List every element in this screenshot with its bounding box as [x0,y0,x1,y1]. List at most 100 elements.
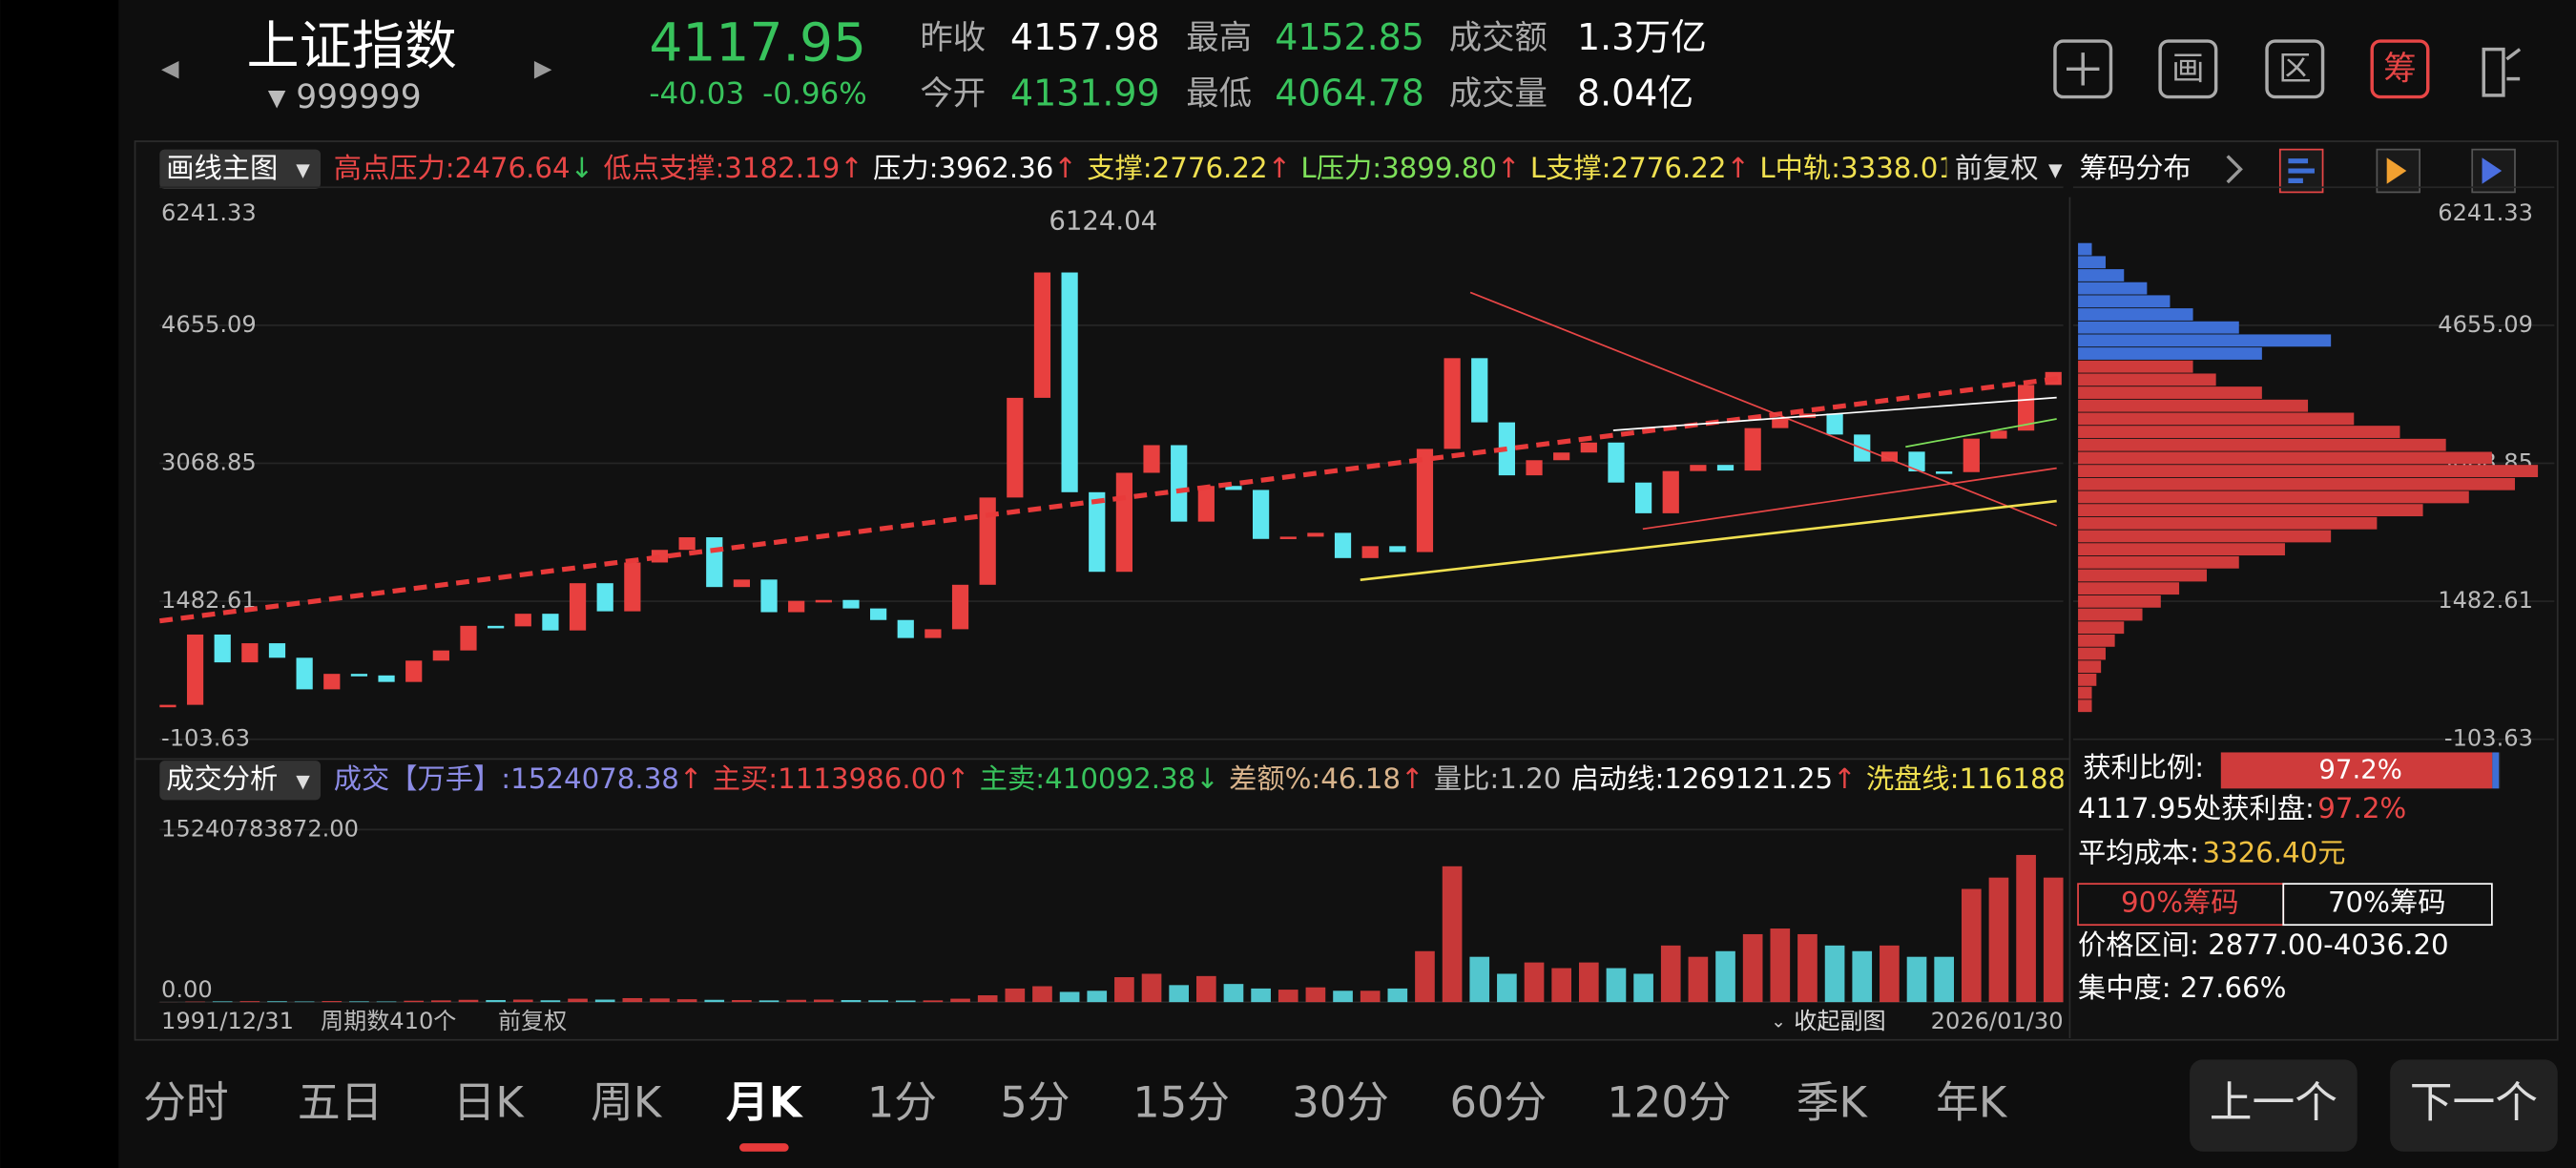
chip-panel-label[interactable]: 筹码分布 [2080,152,2192,184]
tab[interactable]: 日K [453,1077,526,1128]
candle [1744,428,1761,471]
tab[interactable]: 五日 [298,1077,384,1128]
tab[interactable]: 周K [591,1077,663,1128]
volume-bar [1551,968,1571,1003]
candle [1662,470,1679,513]
chip-90-label[interactable]: 90%筹码 [2121,886,2239,918]
candle [268,643,286,658]
next-arrow[interactable]: ▶ [534,54,552,81]
chip-bar [2078,634,2115,647]
volume-bar [1524,962,1545,1003]
icon-glyph[interactable]: 画 [2171,51,2204,89]
volume-bar [1360,991,1381,1003]
tab[interactable]: 季K [1797,1077,1869,1128]
candle [1171,445,1188,522]
volume-bar [458,999,479,1003]
volume-menu-label[interactable]: 成交分析 [166,762,278,795]
tab[interactable]: 5分 [1000,1077,1070,1128]
left-strip [0,0,119,1168]
stat-value: 8.04亿 [1577,72,1693,114]
volume-bar [1333,991,1353,1003]
chip-bar [2078,569,2208,582]
candle [678,537,696,551]
chip-bar [2078,321,2239,334]
volume-bar [376,1001,397,1003]
indicator-label: 洗盘线:1161886 [1866,762,2084,795]
change-pct: -0.96% [762,76,867,111]
peak-label: 6124.04 [1049,205,1157,236]
volume-bar [1824,945,1845,1003]
tab[interactable]: 30分 [1292,1077,1389,1128]
switch-icon[interactable] [2482,47,2522,97]
next-button[interactable] [2390,1059,2558,1152]
volume-menu-box[interactable] [159,761,322,801]
chip-bar [2078,347,2262,360]
candle [979,497,996,585]
candle [378,675,395,682]
prev-arrow[interactable]: ◀ [161,54,179,81]
change: -40.03 [649,76,744,111]
indicator-label: 支撑:2776.22 [1087,152,1267,184]
volume-bar [512,999,533,1003]
indicator-label: 差额%:46.18 [1229,762,1401,795]
price-range: 价格区间: 2877.00-4036.20 [2078,928,2449,961]
volume-bar [1934,956,1954,1003]
tab[interactable]: 分时 [143,1077,229,1128]
tab[interactable]: 60分 [1450,1077,1548,1128]
volume-bar [322,1001,343,1003]
volume-bar [267,1001,287,1003]
tab[interactable]: 1分 [867,1077,937,1128]
tab[interactable]: 15分 [1132,1077,1230,1128]
candle [1252,490,1270,539]
volume-bar [923,1000,944,1003]
chip-70-button[interactable] [2282,883,2493,927]
candle [159,704,177,708]
prev-button[interactable] [2190,1059,2358,1152]
candle [214,634,231,663]
prev-button-label[interactable]: 上一个 [2210,1077,2337,1128]
add-icon[interactable] [2053,39,2113,99]
volume-bar [540,1000,561,1003]
toolbar-icons [2053,39,2522,99]
chip-info-label: 4117.95处获利盘: [2078,792,2315,824]
chip-icon[interactable] [2370,39,2430,99]
candle [1990,430,2007,439]
volume-bar [594,999,615,1003]
menu-box[interactable] [159,149,322,189]
chip-bar [2078,686,2092,699]
y-tick-label: 6241.33 [161,199,257,226]
chip-info-value: 97.2% [2317,792,2406,824]
volume-bar [1852,950,1873,1003]
draw-icon[interactable] [2158,39,2218,99]
icon-glyph[interactable]: 区 [2278,51,2311,89]
chip-bar [2078,242,2092,256]
menu-label[interactable]: 画线主图 [166,152,278,184]
tab[interactable]: 月K [726,1077,804,1128]
adjust-caret: ▼ [2048,160,2063,181]
chip-bar [2078,477,2515,490]
stat-label: 最高 [1186,19,1252,57]
adjust-label[interactable]: 前复权 [1955,152,2039,184]
range-icon[interactable] [2265,39,2325,99]
chip-bar [2078,608,2143,621]
collapse-button[interactable]: 收起副图 [1794,1008,1885,1034]
chip-y-tick-label: 1482.61 [2438,587,2533,614]
candle [924,629,942,638]
chip-bar [2078,360,2193,373]
volume-bar [294,1001,315,1003]
stat-value: 4131.99 [1010,72,1160,114]
icon-glyph[interactable]: 筹 [2383,51,2416,89]
next-button-label[interactable]: 下一个 [2410,1077,2538,1128]
chip-bar [2078,426,2400,438]
chip-panel-arrow[interactable] [2226,155,2243,184]
profit-ratio-value: 97.2% [2318,754,2401,784]
chip-70-label[interactable]: 70%筹码 [2328,886,2446,918]
adjust-mode: 前复权 [498,1008,567,1034]
tab[interactable]: 120分 [1607,1077,1731,1128]
tab[interactable]: 年K [1936,1077,2008,1128]
y-tick-label: 3068.85 [161,448,257,475]
chip-bar [2078,308,2193,321]
candle [596,583,613,612]
candle [1608,442,1625,483]
stat-value: 4157.98 [1010,16,1160,58]
